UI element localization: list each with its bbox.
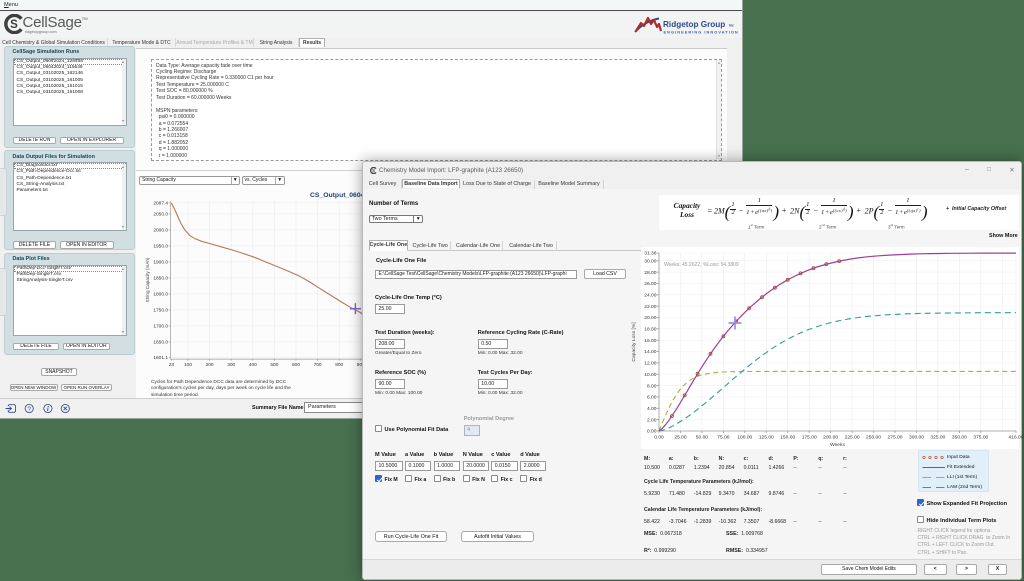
svg-text:i: i bbox=[47, 405, 49, 413]
svg-text:CS_Output_06042024_128458: CS_Output_06042024_128458 bbox=[310, 192, 375, 199]
svg-text:String Capacity (mAh): String Capacity (mAh) bbox=[145, 257, 150, 302]
svg-text:225.00: 225.00 bbox=[845, 435, 860, 441]
svg-text:S: S bbox=[10, 19, 18, 31]
svg-text:Weeks: Weeks bbox=[830, 442, 845, 448]
svg-text:18.00: 18.00 bbox=[644, 327, 657, 333]
svg-text:275.00: 275.00 bbox=[888, 435, 903, 441]
svg-text:350.00: 350.00 bbox=[952, 435, 967, 441]
svg-text:20.00: 20.00 bbox=[644, 315, 657, 321]
svg-text:2087.4: 2087.4 bbox=[153, 201, 168, 207]
svg-text:ENGINEERING INNOVATION: ENGINEERING INNOVATION bbox=[664, 30, 739, 35]
svg-text:12.00: 12.00 bbox=[644, 361, 657, 367]
svg-text:1601.1: 1601.1 bbox=[153, 355, 168, 361]
svg-text:300: 300 bbox=[227, 362, 235, 368]
svg-text:24.00: 24.00 bbox=[644, 293, 657, 299]
svg-text:75.00: 75.00 bbox=[717, 435, 730, 441]
svg-text:325.00: 325.00 bbox=[930, 435, 945, 441]
svg-text:0.00: 0.00 bbox=[654, 435, 664, 441]
svg-text:2000.0: 2000.0 bbox=[153, 228, 168, 234]
svg-text:175.00: 175.00 bbox=[802, 435, 817, 441]
svg-text:10.00: 10.00 bbox=[644, 372, 657, 378]
svg-text:100.00: 100.00 bbox=[737, 435, 752, 441]
svg-text:14.00: 14.00 bbox=[644, 349, 657, 355]
svg-text:250.00: 250.00 bbox=[866, 435, 881, 441]
svg-text:22.00: 22.00 bbox=[644, 304, 657, 310]
svg-text:25.00: 25.00 bbox=[674, 435, 687, 441]
svg-text:125.00: 125.00 bbox=[759, 435, 774, 441]
svg-text:1900.0: 1900.0 bbox=[153, 260, 168, 266]
svg-text:416.00: 416.00 bbox=[1009, 435, 1024, 441]
svg-text:200: 200 bbox=[206, 362, 214, 368]
svg-text:2050.0: 2050.0 bbox=[153, 212, 168, 218]
svg-text:500: 500 bbox=[270, 362, 278, 368]
svg-text:100: 100 bbox=[184, 362, 192, 368]
svg-text:200.00: 200.00 bbox=[823, 435, 838, 441]
svg-text:?: ? bbox=[27, 405, 31, 412]
svg-text:600: 600 bbox=[292, 362, 300, 368]
svg-text:375.00: 375.00 bbox=[973, 435, 988, 441]
svg-text:2.00: 2.00 bbox=[647, 417, 657, 423]
svg-text:S: S bbox=[372, 168, 375, 173]
svg-text:800: 800 bbox=[335, 362, 343, 368]
svg-text:1700.0: 1700.0 bbox=[153, 324, 168, 330]
svg-text:Inc: Inc bbox=[729, 24, 734, 28]
svg-text:300.00: 300.00 bbox=[909, 435, 924, 441]
svg-text:4.00: 4.00 bbox=[647, 406, 657, 412]
svg-text:26.00: 26.00 bbox=[644, 281, 657, 287]
svg-text:1750.0: 1750.0 bbox=[153, 308, 168, 314]
svg-text:150.00: 150.00 bbox=[780, 435, 795, 441]
svg-text:31.36: 31.36 bbox=[644, 251, 657, 257]
svg-text:50.00: 50.00 bbox=[696, 435, 709, 441]
svg-text:1800.0: 1800.0 bbox=[153, 292, 168, 298]
svg-text:700: 700 bbox=[314, 362, 322, 368]
svg-text:6.00: 6.00 bbox=[647, 395, 657, 401]
svg-text:Capacity Loss [%]: Capacity Loss [%] bbox=[631, 322, 637, 362]
svg-text:8.00: 8.00 bbox=[647, 383, 657, 389]
svg-text:30.00: 30.00 bbox=[644, 258, 657, 264]
svg-text:400: 400 bbox=[249, 362, 257, 368]
svg-text:Ridgetop Group: Ridgetop Group bbox=[663, 20, 725, 29]
svg-text:23: 23 bbox=[169, 362, 175, 368]
svg-text:1850.0: 1850.0 bbox=[153, 276, 168, 282]
svg-text:16.00: 16.00 bbox=[644, 338, 657, 344]
svg-text:Weeks: 45.2622, %Loss: 54.380: Weeks: 45.2622, %Loss: 54.3809 bbox=[664, 262, 739, 268]
svg-text:0.00: 0.00 bbox=[647, 429, 657, 435]
svg-text:28.00: 28.00 bbox=[644, 270, 657, 276]
svg-text:1950.0: 1950.0 bbox=[153, 244, 168, 250]
svg-text:1650.0: 1650.0 bbox=[153, 340, 168, 346]
svg-text:900: 900 bbox=[357, 362, 365, 368]
